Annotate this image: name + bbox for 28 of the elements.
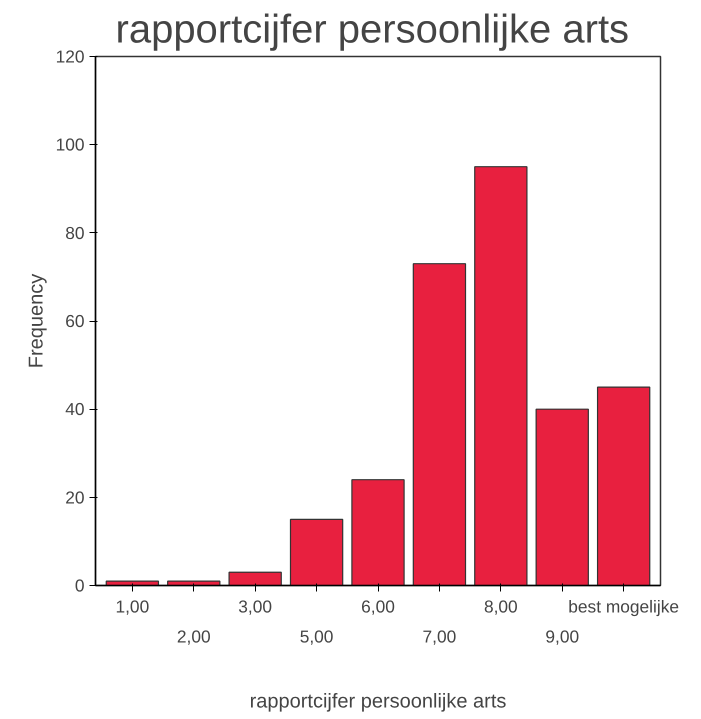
bar [167,580,220,586]
bar [290,518,344,586]
y-tick-label: 80 [65,222,85,243]
bar [228,572,282,586]
bar [106,580,160,586]
x-tick-label: 5,00 [300,626,334,646]
x-tick-label: 2,00 [176,626,211,646]
y-tick-label: 120 [56,46,85,66]
bar [596,386,650,586]
y-tick-label: 40 [65,399,85,420]
y-tick-label: 20 [65,487,85,508]
chart-title: rapportcijfer persoonlijke arts [116,8,630,52]
x-tick-label: 8,00 [484,596,518,616]
x-tick-label: 7,00 [422,626,456,646]
y-tick-label: 0 [74,576,85,596]
y-tick-label: 60 [65,311,85,331]
bar [536,408,589,586]
x-axis-title: rapportcijfer persoonlijke arts [250,690,506,712]
bar [474,166,528,586]
x-tick-label: 6,00 [361,596,395,616]
x-tick-label: 3,00 [238,596,272,616]
bar [351,479,405,586]
x-tick-label: best mogelijke [568,596,680,616]
y-axis-title: Frequency [26,274,48,368]
bar [412,263,466,586]
x-tick-label: 9,00 [545,626,580,646]
y-tick-label: 100 [56,134,85,155]
x-tick-label: 1,00 [115,596,150,616]
